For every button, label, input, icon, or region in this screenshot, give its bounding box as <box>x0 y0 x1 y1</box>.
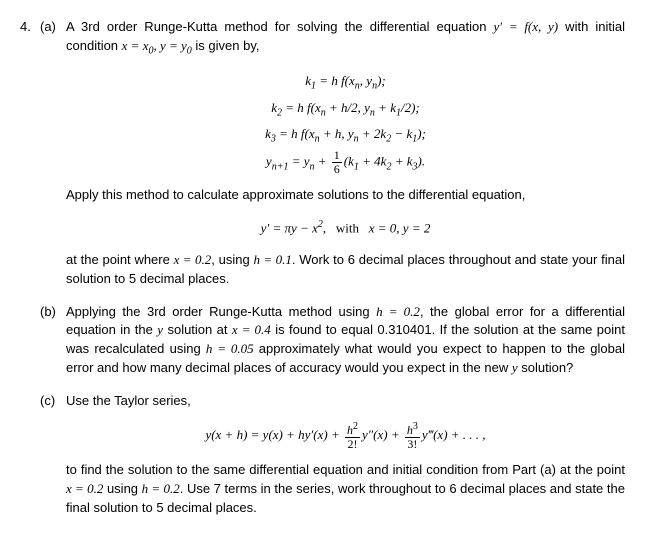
part-a-intro: A 3rd order Runge-Kutta method for solvi… <box>66 18 625 59</box>
part-a-label: (a) <box>40 18 66 37</box>
part-b-label: (b) <box>40 303 66 322</box>
part-a-row: 4. (a) A 3rd order Runge-Kutta method fo… <box>20 18 625 295</box>
part-b-body: Applying the 3rd order Runge-Kutta metho… <box>66 303 625 384</box>
part-b-text: Applying the 3rd order Runge-Kutta metho… <box>66 303 625 378</box>
problem-number: 4. <box>20 18 40 37</box>
part-c-label: (c) <box>40 392 66 411</box>
de-equation: y′ = πy − x2, with x = 0, y = 2 <box>66 215 625 241</box>
eq-yn1: yn+1 = yn + 16(k1 + 4k2 + k3). <box>66 149 625 176</box>
taylor-series: y(x + h) = y(x) + hy′(x) + h22!y″(x) + h… <box>66 421 625 451</box>
part-c-closing: to find the solution to the same differe… <box>66 461 625 518</box>
eq-k3: k3 = h f(xn + h, yn + 2k2 − k1); <box>66 122 625 149</box>
part-c-row: (c) Use the Taylor series, y(x + h) = y(… <box>20 392 625 524</box>
eq-k2: k2 = h f(xn + h/2, yn + k1/2); <box>66 96 625 123</box>
part-c-body: Use the Taylor series, y(x + h) = y(x) +… <box>66 392 625 524</box>
part-a-closing: at the point where x = 0.2, using h = 0.… <box>66 251 625 289</box>
part-a-body: A 3rd order Runge-Kutta method for solvi… <box>66 18 625 295</box>
part-b-row: (b) Applying the 3rd order Runge-Kutta m… <box>20 303 625 384</box>
eq-k1: k1 = h f(xn, yn); <box>66 69 625 96</box>
rk-equations: k1 = h f(xn, yn); k2 = h f(xn + h/2, yn … <box>66 69 625 176</box>
part-c-intro: Use the Taylor series, <box>66 392 625 411</box>
part-a-apply: Apply this method to calculate approxima… <box>66 186 625 205</box>
